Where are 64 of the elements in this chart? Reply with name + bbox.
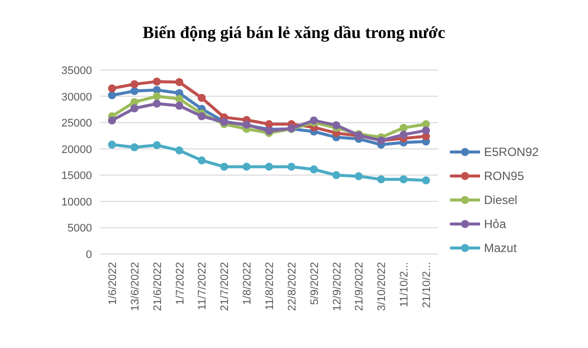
y-tick-label: 5000 [68, 222, 92, 235]
x-tick-label: 11/10/2... [398, 262, 411, 308]
point [310, 116, 318, 124]
point [198, 94, 206, 102]
point [198, 156, 206, 164]
point [422, 176, 430, 184]
y-tick-label: 10000 [61, 196, 92, 208]
x-tick-label: 11/7/2022 [196, 262, 209, 310]
point [287, 162, 296, 171]
point [354, 172, 363, 180]
point [175, 94, 184, 103]
point [108, 140, 116, 149]
point [108, 91, 116, 100]
y-tick-label: 30000 [61, 91, 92, 104]
legend-label: Diesel [484, 193, 518, 207]
x-tick-label: 21/9/2022 [354, 262, 366, 311]
y-tick-label: 20000 [61, 144, 92, 156]
point [130, 87, 138, 96]
x-tick-label: 22/8/2022 [286, 262, 298, 311]
point [400, 175, 408, 184]
x-tick-label: 12/9/2022 [331, 262, 344, 311]
x-tick-label: 11/8/2022 [264, 262, 276, 310]
point [220, 162, 228, 171]
x-tick-label: 3/10/2022 [376, 262, 388, 311]
legend-label: Hỏa [484, 217, 506, 231]
y-tick-label: 35000 [61, 65, 92, 77]
point [332, 121, 340, 130]
point [332, 171, 340, 180]
x-tick-label: 21/6/2022 [152, 262, 164, 311]
x-tick-label: 21/10/2... [421, 262, 433, 308]
point [377, 175, 386, 184]
point [400, 130, 408, 139]
point [152, 141, 161, 150]
y-tick-label: 25000 [61, 118, 92, 130]
point [265, 162, 273, 171]
point [130, 143, 138, 152]
x-tick-label: 1/6/2022 [107, 262, 119, 305]
point [310, 165, 318, 174]
point [175, 146, 184, 154]
point [400, 124, 408, 132]
legend-label: RON95 [484, 169, 524, 183]
x-tick-label: 1/8/2022 [242, 262, 254, 305]
x-tick-label: 5/9/2022 [308, 262, 321, 305]
legend-label: Mazut [484, 241, 518, 255]
point [152, 78, 161, 86]
point [130, 80, 138, 88]
point [152, 92, 161, 100]
point [242, 162, 251, 171]
point [108, 84, 116, 92]
point [175, 78, 184, 86]
chart-title: Biến động giá bán lẻ xăng dầu trong nước [142, 23, 446, 42]
x-tick-label: 1/7/2022 [174, 262, 186, 305]
point [152, 100, 161, 108]
x-tick-label: 13/6/2022 [129, 262, 142, 311]
point [265, 120, 273, 128]
legend-label: E5RON92 [484, 145, 540, 159]
point [108, 116, 116, 124]
point [422, 126, 430, 134]
x-tick-label: 21/7/2022 [219, 262, 232, 311]
point [198, 112, 206, 120]
point [175, 102, 184, 110]
point [130, 104, 138, 112]
y-tick-label: 15000 [61, 170, 92, 182]
y-tick-label: 0 [86, 249, 92, 261]
